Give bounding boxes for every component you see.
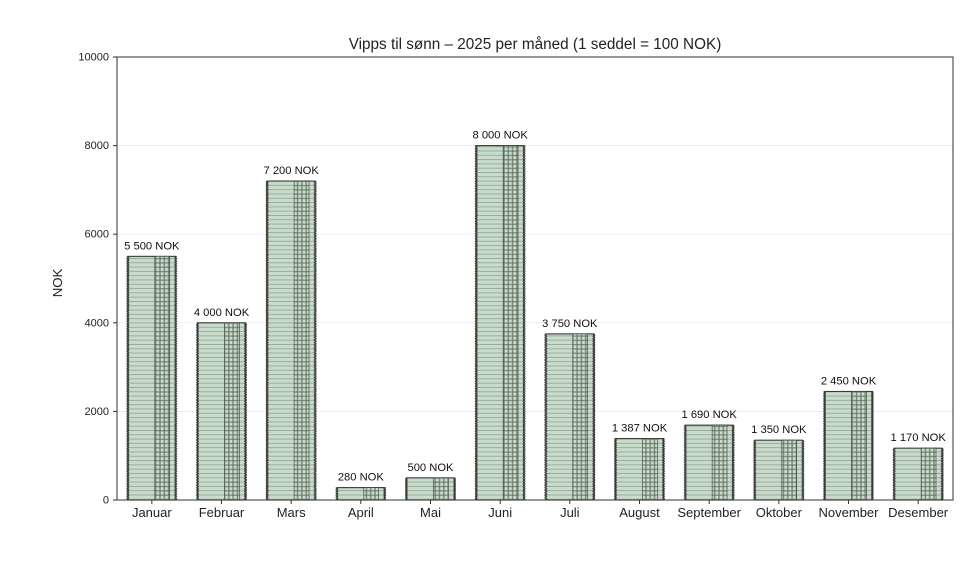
svg-text:1 387 NOK: 1 387 NOK	[612, 423, 668, 435]
svg-text:5 500 NOK: 5 500 NOK	[124, 240, 180, 252]
svg-text:Mars: Mars	[277, 505, 306, 520]
svg-text:NOK: NOK	[50, 269, 65, 298]
svg-text:November: November	[819, 505, 880, 520]
svg-text:4000: 4000	[85, 317, 109, 329]
svg-text:Mai: Mai	[420, 505, 441, 520]
svg-text:3 750 NOK: 3 750 NOK	[542, 318, 598, 330]
svg-text:10000: 10000	[78, 52, 109, 64]
svg-text:7 200 NOK: 7 200 NOK	[263, 165, 319, 177]
svg-text:500 NOK: 500 NOK	[407, 462, 454, 474]
svg-text:2000: 2000	[85, 406, 109, 418]
svg-text:Vipps til sønn – 2025 per måne: Vipps til sønn – 2025 per måned (1 sedde…	[349, 36, 722, 53]
svg-text:April: April	[348, 505, 374, 520]
svg-text:Juli: Juli	[560, 505, 580, 520]
svg-text:Desember: Desember	[888, 505, 949, 520]
svg-text:6000: 6000	[85, 229, 109, 241]
svg-text:8 000 NOK: 8 000 NOK	[472, 130, 528, 142]
svg-text:1 690 NOK: 1 690 NOK	[681, 409, 737, 421]
svg-text:1 350 NOK: 1 350 NOK	[751, 424, 807, 436]
svg-text:2 450 NOK: 2 450 NOK	[821, 375, 877, 387]
svg-text:8000: 8000	[85, 140, 109, 152]
svg-text:Februar: Februar	[199, 505, 245, 520]
svg-text:Januar: Januar	[132, 505, 172, 520]
svg-text:September: September	[677, 505, 741, 520]
svg-text:August: August	[619, 505, 660, 520]
svg-text:Juni: Juni	[488, 505, 512, 520]
svg-text:4 000 NOK: 4 000 NOK	[194, 307, 250, 319]
svg-text:280 NOK: 280 NOK	[338, 472, 385, 484]
svg-text:Oktober: Oktober	[756, 505, 803, 520]
svg-text:0: 0	[103, 495, 109, 507]
svg-text:1 170 NOK: 1 170 NOK	[890, 432, 946, 444]
